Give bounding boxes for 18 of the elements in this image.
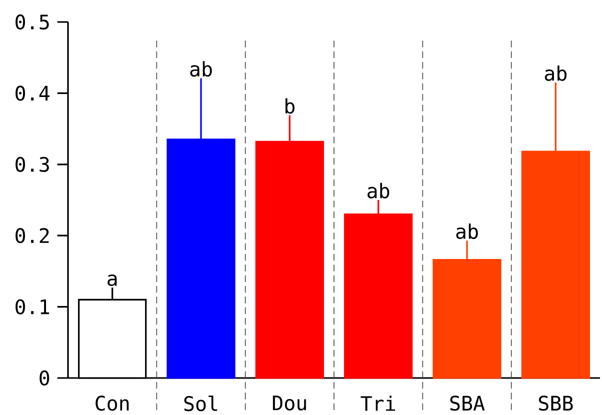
y-tick-label: 0.3	[16, 156, 49, 172]
y-tick-label: 0.1	[16, 299, 50, 314]
x-tick-label: SBB	[538, 396, 573, 411]
annotation: ab	[190, 61, 212, 77]
x-tick-label: Tri	[360, 396, 396, 411]
x-tick-label: Sol	[184, 396, 218, 412]
annotation: a	[108, 274, 117, 286]
x-tick-label: Dou	[272, 396, 306, 410]
x-tick-label: SBA	[450, 396, 485, 411]
y-tick-label: 0.5	[16, 14, 49, 30]
annotation: ab	[368, 182, 390, 198]
y-tick-label: 0.4	[16, 86, 50, 101]
y-tick-label: 0	[40, 370, 50, 386]
annotation: ab	[544, 65, 567, 81]
annotation: ab	[456, 224, 478, 239]
x-tick-label: Con	[96, 396, 129, 411]
y-tick-label: 0.2	[16, 228, 49, 244]
annotation: b	[286, 98, 294, 114]
